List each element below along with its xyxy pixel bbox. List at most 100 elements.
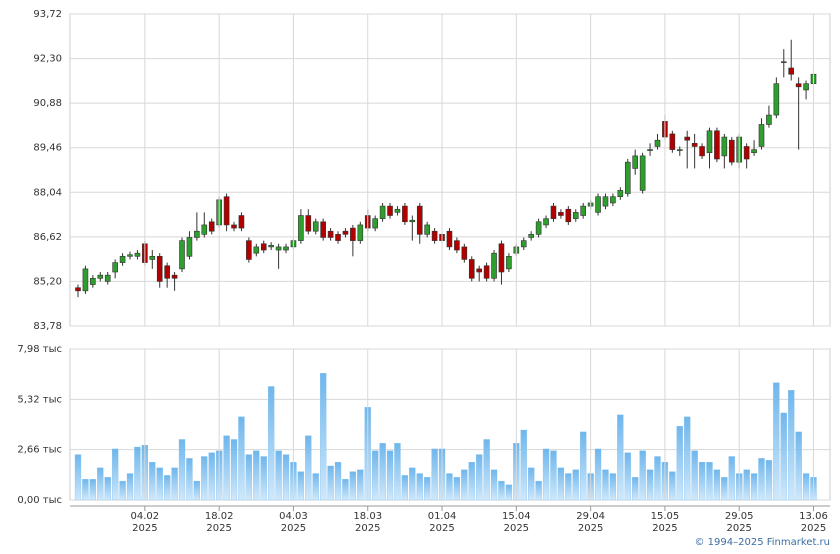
volume-bar [528,467,535,501]
volume-bar [713,469,721,501]
y-tick-label: 83,78 [33,321,62,332]
candle-body [788,67,795,75]
candle-body [699,146,705,157]
volume-bar [409,467,416,501]
volume-bar [416,473,423,501]
candle-body [580,205,586,216]
candle-body [298,215,304,241]
candle-body [639,155,646,191]
x-tick-label: 13.06 2025 [799,511,828,534]
volume-bar [765,460,773,501]
volume-bar [632,477,639,501]
volume-bar [334,462,342,501]
candle-body [179,240,185,270]
price-frame [69,13,831,327]
volume-bar [750,473,758,501]
candle-body [409,219,416,223]
candle-body [676,149,683,151]
volume-bar [223,435,230,501]
volume-bar [201,456,208,501]
volume-bar [156,467,163,501]
volume-bar [609,473,617,501]
y-tick-label: 2,66 тыс [17,445,62,456]
candle-body [253,246,260,254]
volume-bar [111,448,119,501]
candle-body [431,230,438,241]
candle-body [186,237,193,257]
volume-bar [743,469,750,501]
volume-bar [453,477,461,501]
candle-body [246,240,252,260]
volume-bar [654,456,661,501]
volume-bar [149,462,156,501]
volume-bar [379,443,386,501]
volume-bar [424,477,431,501]
candle-body [97,274,104,279]
candle-body [82,268,89,292]
volume-bar [520,429,527,501]
candle-body [773,83,780,116]
volume-bar [97,467,104,501]
candle-body [520,240,527,248]
volume-bar [275,450,282,501]
candle-body [617,190,624,197]
volume-bar [505,484,513,501]
candle-body [387,205,393,216]
x-tick-label: 29.04 2025 [576,511,605,534]
volume-bar [245,454,253,501]
volume-bar [773,382,780,501]
candle-body [127,254,133,257]
candle-body [706,130,713,154]
candle-body [268,245,274,248]
candle-body [647,149,653,151]
volume-bar [691,450,698,501]
candle-body [602,196,609,207]
candle-body [476,268,482,273]
y-tick-label: 86,62 [33,232,62,243]
candle-body [728,139,735,163]
copyright[interactable]: © 1994–2025 Finmarket.ru [694,537,830,548]
volume-bar [490,469,498,501]
volume-bar [557,467,565,501]
volume-bar [357,469,364,501]
candle-body [684,136,691,141]
candle-body [119,256,126,263]
volume-bar [617,414,624,501]
volume-bar [171,467,178,501]
candle-body [632,155,638,169]
volume-bar [446,473,453,501]
candle-body [305,215,312,232]
candle-body [402,205,408,223]
candle-body [275,246,282,251]
x-tick-label: 01.04 2025 [428,511,457,534]
candle-body [357,224,364,241]
candle-body [483,265,490,279]
volume-bar [706,462,713,501]
candle-body [350,227,356,241]
volume-bar [758,458,765,501]
candle-body [610,196,616,204]
volume-bar [297,471,305,501]
y-tick-label: 85,20 [33,276,62,287]
volume-bar [372,450,379,501]
volume-bar [349,471,357,501]
candle-body [721,136,728,157]
y-tick-label: 93,72 [33,9,62,20]
volume-bar [89,479,97,501]
candle-body [156,256,163,282]
x-tick-label: 18.03 2025 [353,511,382,534]
volume-bar [646,469,654,501]
volume-bar [320,373,327,501]
candle-body [231,224,237,229]
volume-bar [312,473,319,501]
volume-bar [268,386,275,501]
volume-bar [795,431,802,501]
volume-bar [684,416,691,501]
volume-bar [602,469,609,501]
volume-bar [721,477,728,501]
volume-bar [780,412,787,501]
candle-body [751,149,757,154]
volume-bar [476,454,483,501]
volume-bar [386,450,394,501]
